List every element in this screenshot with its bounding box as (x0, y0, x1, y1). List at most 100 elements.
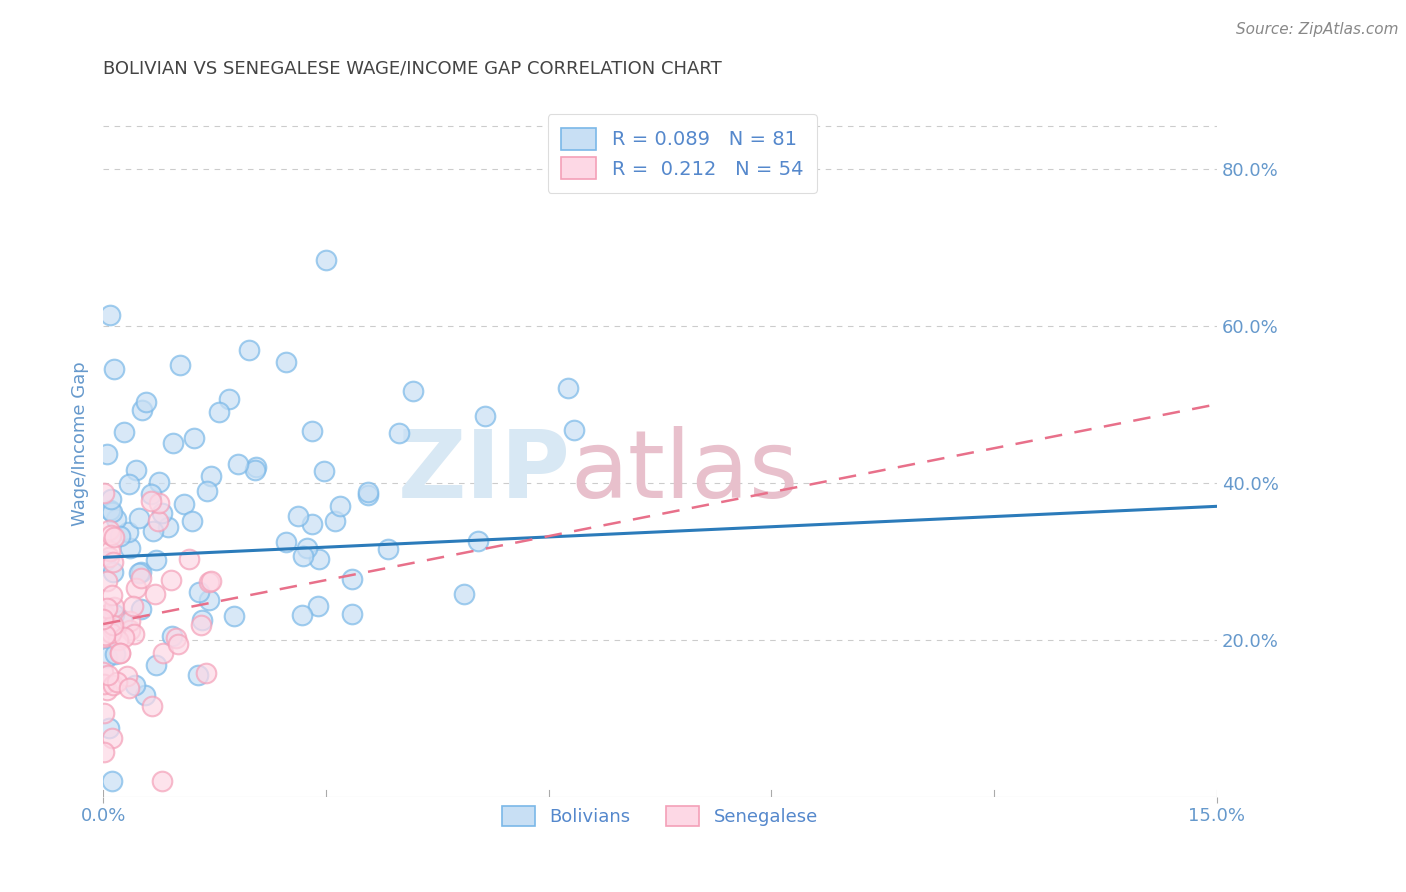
Point (101, 617, 124, 632)
Point (107, 633, 129, 648)
Point (108, 646, 131, 660)
Point (200, 574, 222, 588)
Point (314, 464, 336, 478)
Point (207, 404, 229, 418)
Point (101, 588, 124, 602)
Point (94, 608, 117, 623)
Point (108, 529, 131, 543)
Point (103, 622, 125, 636)
Point (101, 774, 124, 789)
Point (100, 626, 122, 640)
Point (101, 555, 124, 569)
Point (111, 613, 134, 627)
Point (162, 435, 184, 450)
Point (287, 508, 309, 523)
Point (190, 618, 212, 632)
Legend: Bolivians, Senegalese: Bolivians, Senegalese (495, 798, 825, 834)
Point (342, 572, 364, 586)
Point (98, 544, 121, 558)
Point (198, 593, 221, 607)
Point (187, 667, 209, 681)
Point (200, 469, 222, 483)
Point (129, 565, 152, 579)
Point (377, 541, 399, 556)
Point (315, 252, 337, 267)
Point (97, 721, 120, 735)
Point (467, 534, 489, 549)
Point (125, 463, 148, 477)
Point (143, 587, 166, 601)
Point (152, 646, 174, 660)
Point (141, 487, 163, 501)
Point (103, 362, 125, 376)
Point (173, 497, 195, 511)
Point (139, 493, 162, 508)
Point (245, 459, 267, 474)
Text: BOLIVIAN VS SENEGALESE WAGE/INCOME GAP CORRELATION CHART: BOLIVIAN VS SENEGALESE WAGE/INCOME GAP C… (103, 60, 721, 78)
Point (93, 630, 115, 644)
Point (105, 511, 128, 525)
Point (129, 602, 152, 616)
Point (562, 423, 585, 437)
Point (128, 566, 150, 580)
Point (131, 571, 153, 585)
Point (118, 614, 141, 628)
Point (131, 403, 153, 417)
Point (93, 745, 115, 759)
Point (323, 514, 346, 528)
Point (135, 395, 157, 409)
Text: Source: ZipAtlas.com: Source: ZipAtlas.com (1236, 22, 1399, 37)
Point (93, 677, 115, 691)
Point (274, 535, 297, 549)
Point (474, 409, 496, 424)
Point (103, 531, 125, 545)
Point (96, 683, 118, 698)
Point (98, 309, 121, 323)
Text: ZIP: ZIP (398, 425, 571, 517)
Point (167, 637, 190, 651)
Point (340, 607, 363, 622)
Point (357, 485, 380, 500)
Point (93, 706, 115, 721)
Point (292, 549, 315, 564)
Point (148, 496, 170, 510)
Point (96, 574, 118, 589)
Point (103, 566, 125, 580)
Point (301, 516, 323, 531)
Point (101, 678, 124, 692)
Point (222, 609, 245, 624)
Point (329, 499, 352, 513)
Point (94, 554, 117, 568)
Point (557, 381, 579, 395)
Point (100, 491, 122, 506)
Point (145, 553, 167, 567)
Point (295, 541, 318, 555)
Point (103, 599, 125, 614)
Point (96, 650, 118, 665)
Point (122, 626, 145, 640)
Point (101, 505, 124, 519)
Point (128, 510, 150, 524)
Point (118, 476, 141, 491)
Point (402, 384, 425, 398)
Point (100, 527, 122, 541)
Point (105, 675, 128, 690)
Point (148, 475, 170, 489)
Point (191, 614, 214, 628)
Point (238, 343, 260, 358)
Point (169, 359, 191, 373)
Point (148, 514, 170, 528)
Point (108, 646, 131, 660)
Point (97, 668, 120, 682)
Point (276, 354, 298, 368)
Point (197, 575, 219, 590)
Point (98, 524, 121, 538)
Point (181, 514, 204, 528)
Point (156, 519, 179, 533)
Point (104, 647, 127, 661)
Point (100, 731, 122, 745)
Point (245, 463, 267, 477)
Point (134, 688, 156, 702)
Point (112, 425, 135, 439)
Point (387, 426, 409, 441)
